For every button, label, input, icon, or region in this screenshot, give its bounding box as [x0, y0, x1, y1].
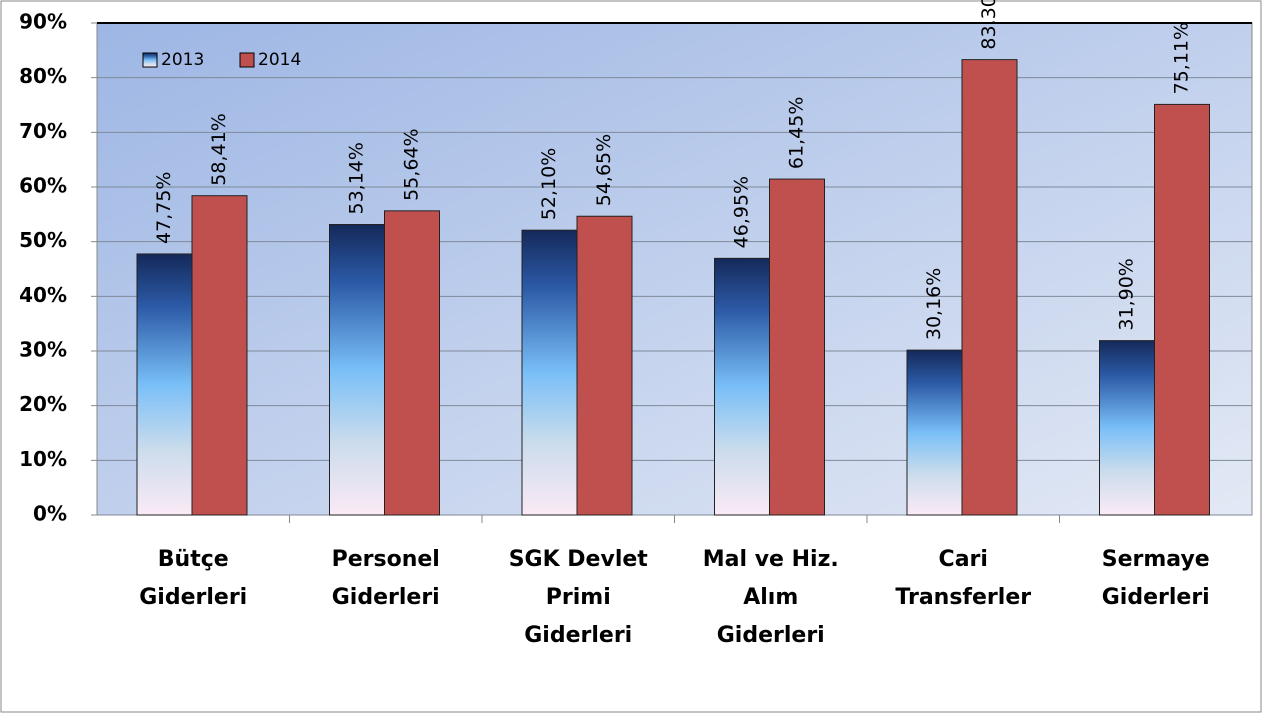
- plot-area: [96, 22, 1253, 516]
- bar: [576, 215, 633, 516]
- y-tick-label: 10%: [19, 447, 67, 471]
- x-tick-label: Sermaye Giderleri: [1101, 547, 1210, 610]
- legend-swatch: [239, 52, 255, 68]
- value-label: 55,64%: [401, 128, 423, 200]
- bar: [136, 253, 193, 516]
- x-tick-label: Personel Giderleri: [331, 547, 440, 610]
- y-tick-label: 80%: [19, 64, 67, 88]
- x-tick-label: SGK Devlet Primi Giderleri: [508, 547, 648, 648]
- y-tick-label: 30%: [19, 338, 67, 362]
- bar: [521, 229, 578, 516]
- x-tick-label: Bütçe Giderleri: [139, 547, 248, 610]
- legend-swatch: [142, 52, 158, 68]
- value-label: 83,30%: [978, 0, 1000, 50]
- y-tick-label: 20%: [19, 392, 67, 416]
- x-tick-label: Mal ve Hiz. Alım Giderleri: [702, 547, 839, 648]
- bar: [384, 210, 440, 516]
- bar: [961, 59, 1018, 516]
- y-tick-label: 90%: [19, 10, 67, 34]
- y-tick-label: 60%: [19, 174, 67, 198]
- x-tick-label: Cari Transferler: [895, 547, 1032, 610]
- y-tick-label: 50%: [19, 228, 67, 252]
- bar: [769, 178, 825, 516]
- y-tick-label: 0%: [33, 502, 67, 526]
- legend-label: 2014: [258, 50, 301, 70]
- bar: [1154, 103, 1210, 516]
- bar: [906, 349, 963, 516]
- value-label: 31,90%: [1116, 258, 1138, 330]
- value-label: 46,95%: [731, 176, 753, 248]
- value-label: 75,11%: [1171, 22, 1193, 94]
- value-label: 30,16%: [923, 268, 945, 340]
- y-tick-label: 70%: [19, 119, 67, 143]
- value-label: 53,14%: [346, 142, 368, 214]
- bar: [191, 195, 248, 516]
- bar: [329, 224, 385, 516]
- legend-label: 2013: [161, 50, 204, 70]
- value-label: 52,10%: [538, 148, 560, 220]
- bar: [1099, 340, 1155, 516]
- value-label: 47,75%: [153, 172, 175, 244]
- value-label: 61,45%: [786, 97, 808, 169]
- y-tick-label: 40%: [19, 283, 67, 307]
- bar: [714, 257, 770, 516]
- value-label: 58,41%: [208, 113, 230, 185]
- value-label: 54,65%: [593, 134, 615, 206]
